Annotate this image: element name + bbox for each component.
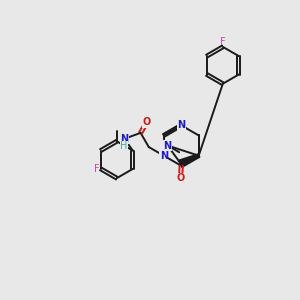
Text: N: N — [120, 134, 128, 144]
Text: O: O — [176, 173, 185, 183]
Text: O: O — [143, 117, 151, 127]
Text: N: N — [177, 120, 185, 130]
Text: F: F — [220, 37, 226, 46]
Text: N: N — [164, 140, 172, 151]
Text: H: H — [120, 141, 127, 151]
Text: F: F — [94, 164, 99, 174]
Text: N: N — [160, 151, 168, 160]
